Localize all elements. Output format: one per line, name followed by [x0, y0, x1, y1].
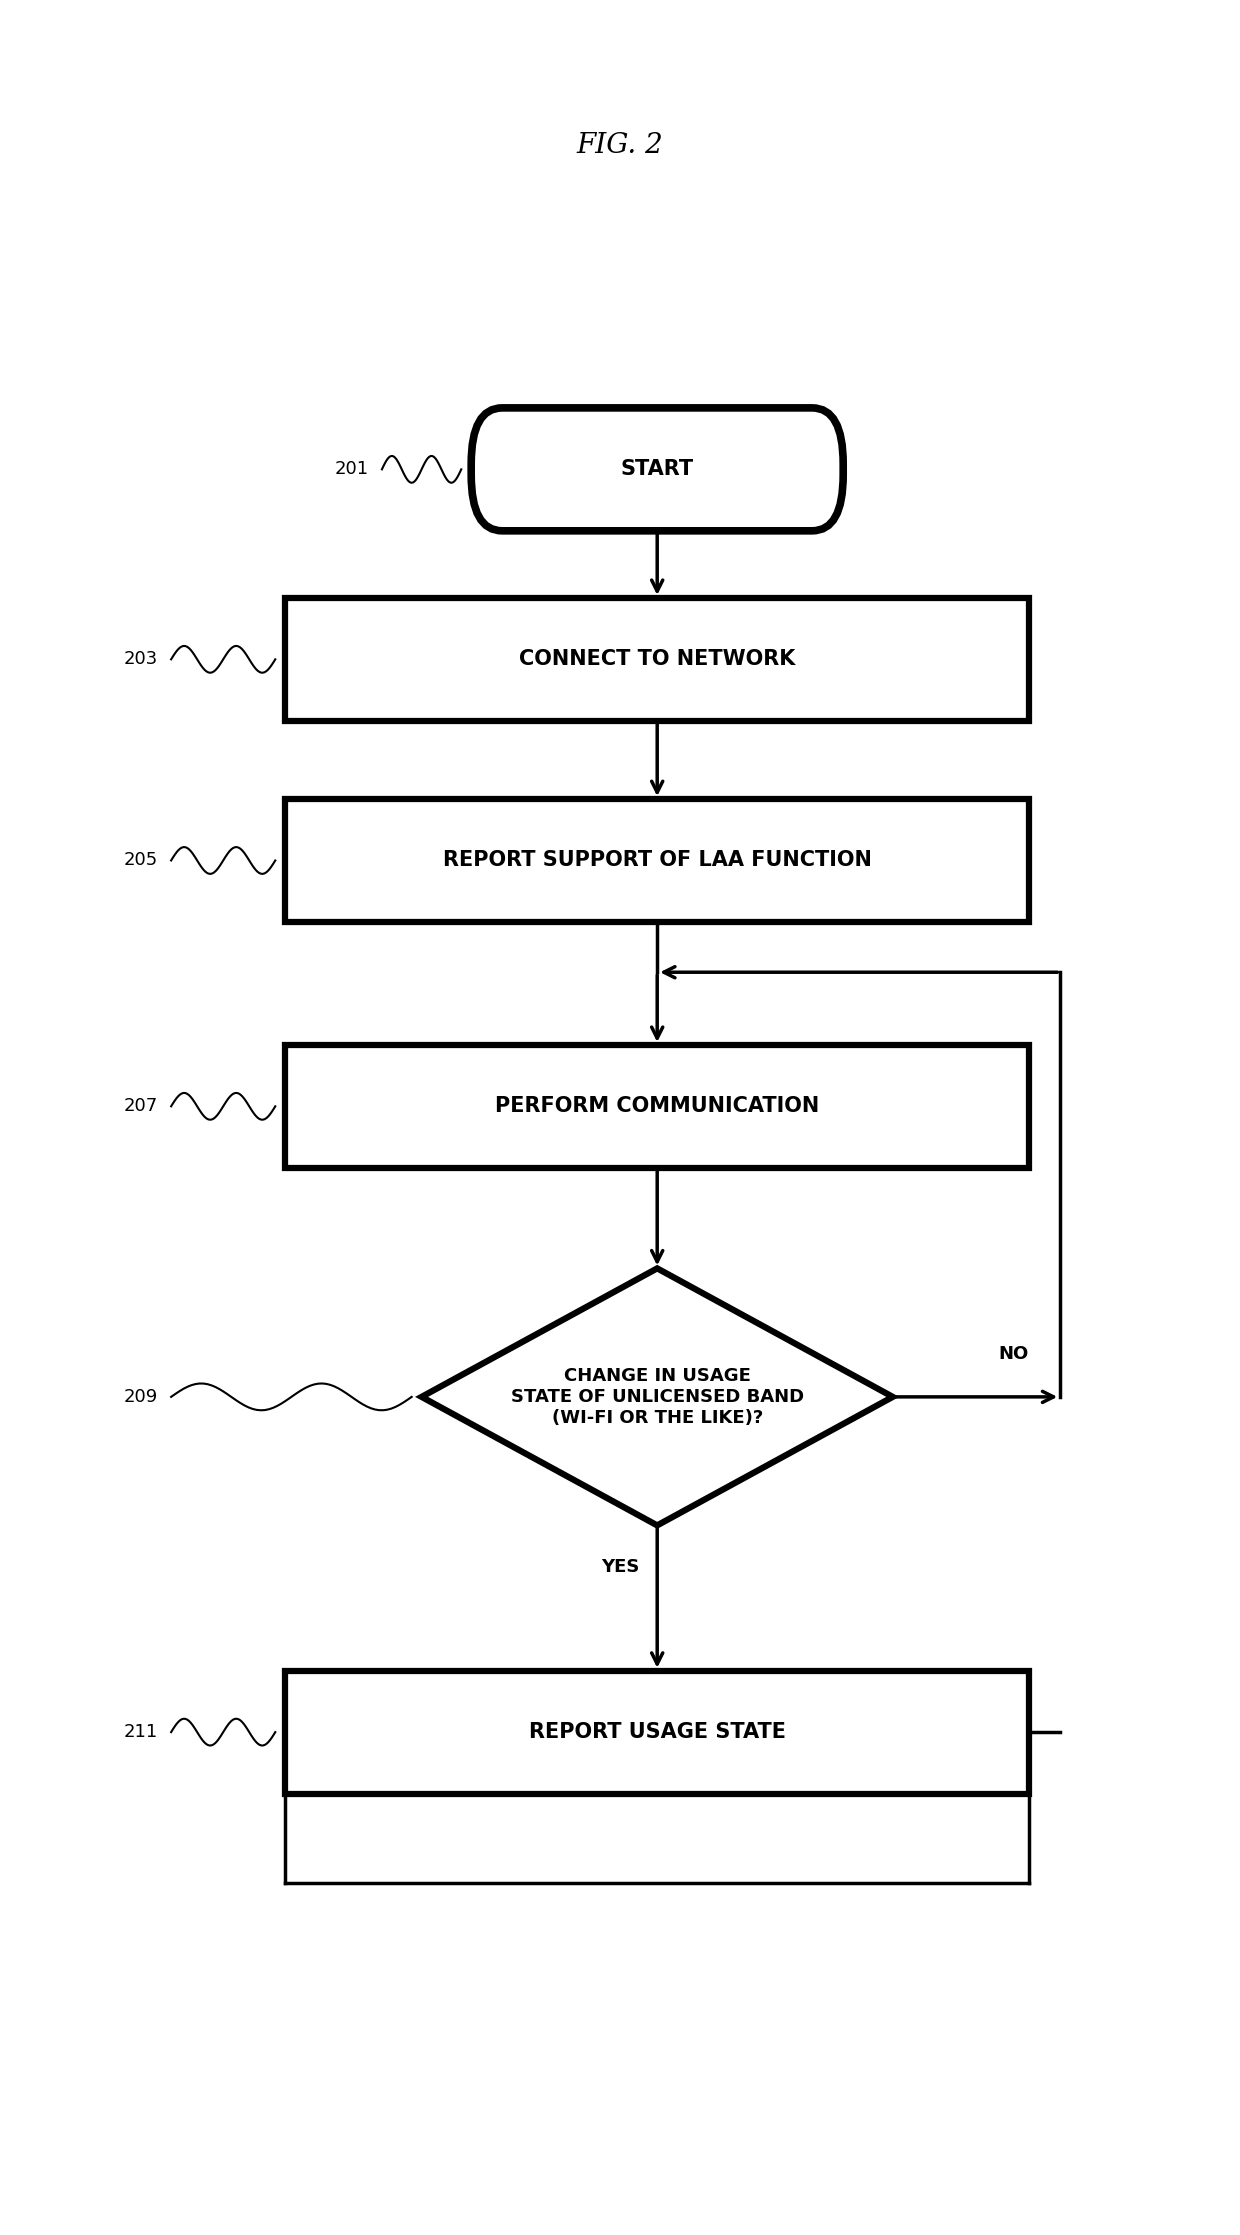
- Text: REPORT USAGE STATE: REPORT USAGE STATE: [528, 1723, 786, 1741]
- Bar: [285, 597, 1029, 720]
- Text: YES: YES: [601, 1558, 639, 1576]
- Text: 207: 207: [124, 1097, 159, 1115]
- Text: NO: NO: [998, 1345, 1029, 1363]
- Text: CHANGE IN USAGE
STATE OF UNLICENSED BAND
(WI-FI OR THE LIKE)?: CHANGE IN USAGE STATE OF UNLICENSED BAND…: [511, 1368, 804, 1426]
- Polygon shape: [422, 1267, 893, 1524]
- Text: 201: 201: [335, 460, 370, 478]
- Text: REPORT SUPPORT OF LAA FUNCTION: REPORT SUPPORT OF LAA FUNCTION: [443, 852, 872, 869]
- Bar: [285, 798, 1029, 921]
- Text: START: START: [621, 460, 693, 478]
- FancyBboxPatch shape: [471, 407, 843, 530]
- Text: 203: 203: [124, 650, 159, 668]
- Text: CONNECT TO NETWORK: CONNECT TO NETWORK: [520, 650, 795, 668]
- Bar: [285, 1046, 1029, 1169]
- Bar: [285, 1672, 1029, 1792]
- Text: 209: 209: [124, 1388, 159, 1406]
- Text: FIG. 2: FIG. 2: [577, 132, 663, 159]
- Text: PERFORM COMMUNICATION: PERFORM COMMUNICATION: [495, 1097, 820, 1115]
- Text: 205: 205: [124, 852, 159, 869]
- Text: 211: 211: [124, 1723, 159, 1741]
